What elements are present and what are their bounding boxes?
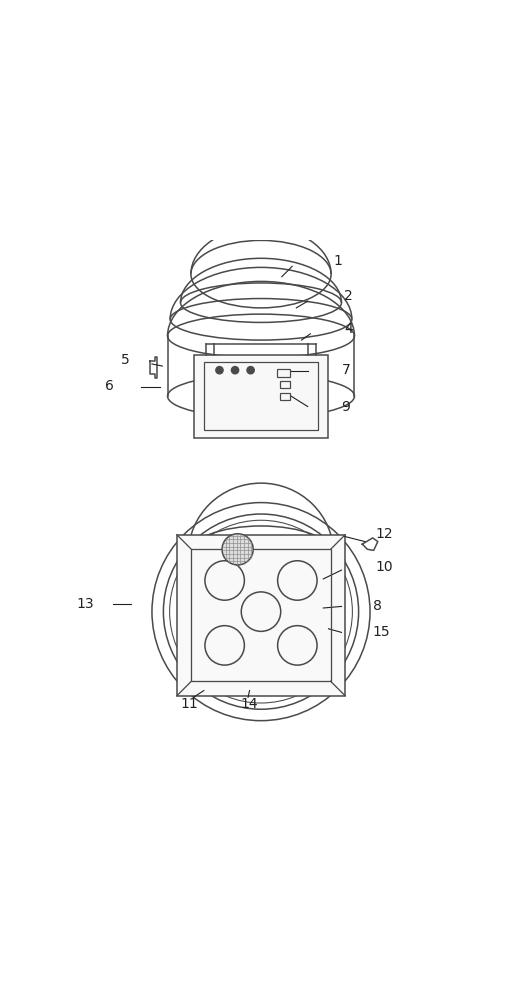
Text: 13: 13 [77, 597, 94, 611]
Text: 8: 8 [373, 599, 382, 613]
Bar [204, 362, 318, 430]
Text: 14: 14 [240, 697, 258, 711]
Circle shape [222, 534, 253, 565]
Bar [194, 355, 328, 438]
Bar [280, 393, 290, 400]
Bar [277, 369, 290, 377]
Text: 4: 4 [344, 322, 353, 336]
Text: 1: 1 [334, 254, 342, 268]
Bar [280, 381, 290, 388]
Text: 5: 5 [121, 353, 129, 367]
Circle shape [231, 367, 239, 374]
Circle shape [216, 367, 223, 374]
Circle shape [247, 367, 254, 374]
Text: 10: 10 [375, 560, 393, 574]
Text: 9: 9 [341, 400, 350, 414]
Text: 7: 7 [341, 363, 350, 377]
Text: 11: 11 [181, 697, 198, 711]
Text: 12: 12 [375, 527, 393, 541]
Bar [177, 535, 345, 696]
Text: 6: 6 [105, 379, 114, 393]
Bar [192, 549, 330, 681]
Text: 2: 2 [344, 289, 353, 303]
Text: 15: 15 [373, 625, 390, 639]
